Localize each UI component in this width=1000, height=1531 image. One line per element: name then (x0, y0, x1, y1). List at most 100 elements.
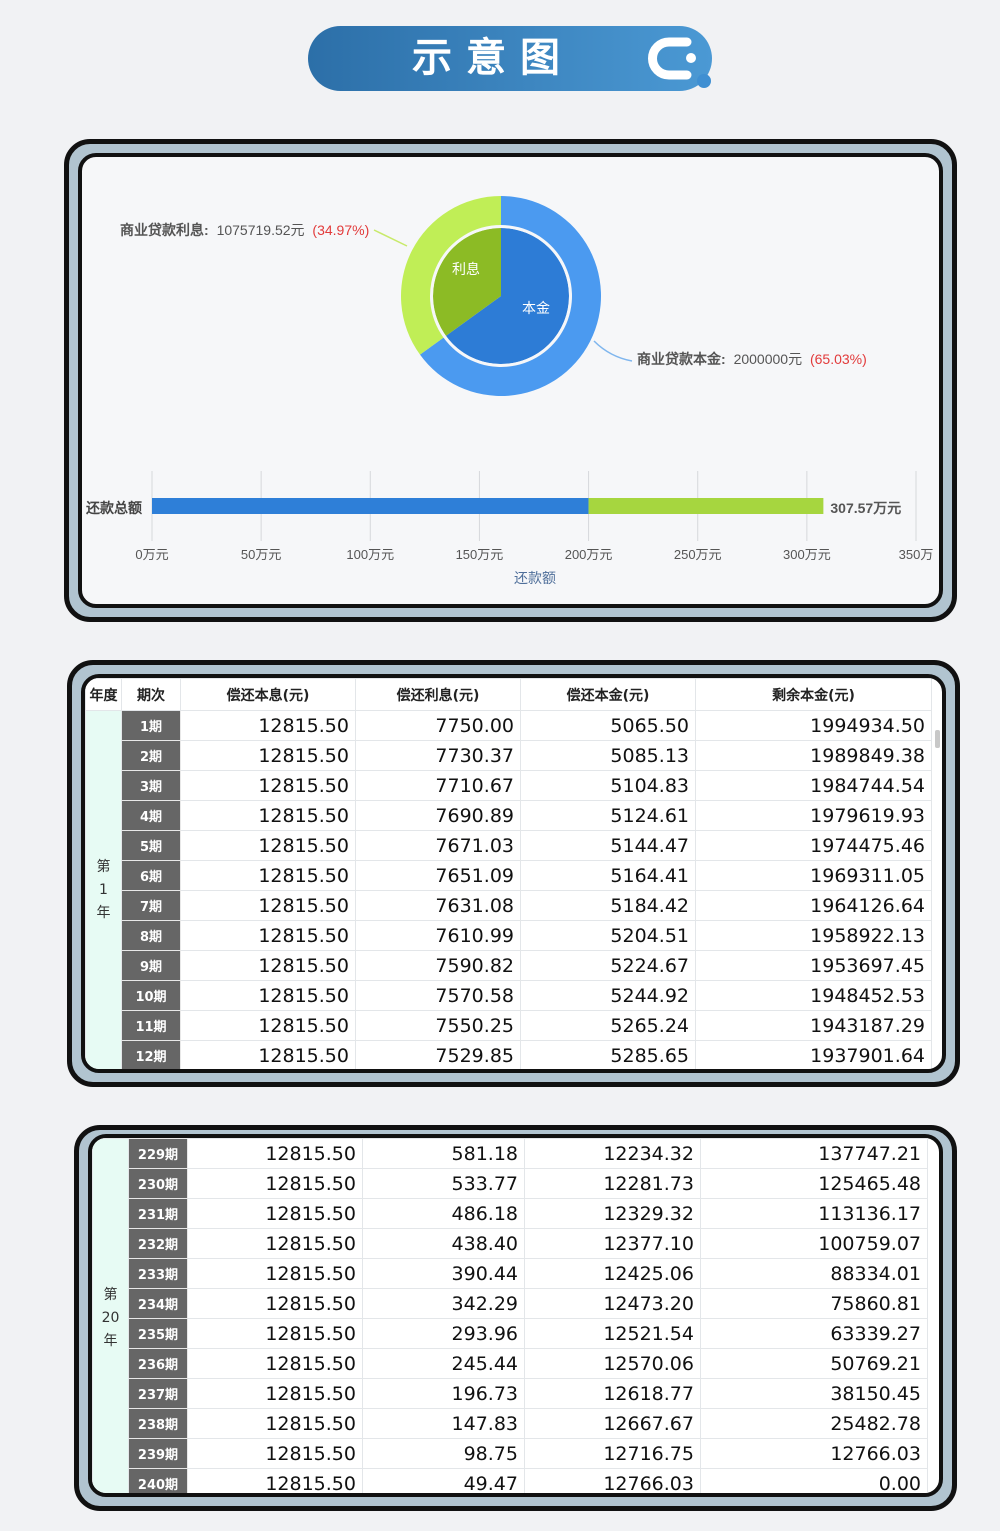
table-row[interactable]: 11期 12815.50 7550.25 5265.24 1943187.29 (86, 1010, 932, 1041)
remaining-cell: 1964126.64 (695, 890, 932, 921)
table-row[interactable]: 4期 12815.50 7690.89 5124.61 1979619.93 (86, 800, 932, 831)
principal-cell: 5065.50 (520, 710, 696, 741)
column-header[interactable]: 偿还利息(元) (355, 678, 521, 711)
interest-cell: 245.44 (362, 1348, 525, 1379)
payment-cell: 12815.50 (180, 980, 356, 1011)
callout-line-interest (373, 229, 408, 247)
payment-cell: 12815.50 (187, 1348, 363, 1379)
bar-chart (152, 498, 824, 514)
principal-cell: 5184.42 (520, 890, 696, 921)
payment-cell: 12815.50 (187, 1378, 363, 1409)
table1-screen: 年度 期次 偿还本息(元) 偿还利息(元) 偿还本金(元) 剩余本金(元) 第 1 年 1期 12… (81, 674, 946, 1073)
interest-cell: 7690.89 (355, 800, 521, 831)
table-row[interactable]: 238期 12815.50 147.83 12667.67 25482.78 (93, 1408, 928, 1439)
table-row[interactable]: 234期 12815.50 342.29 12473.20 75860.81 (93, 1288, 928, 1319)
chart-screen: 利息 本金 商业贷款利息: 1075719.52元 (34.97%) 商业贷款本… (78, 153, 943, 608)
table-row[interactable]: 9期 12815.50 7590.82 5224.67 1953697.45 (86, 950, 932, 981)
loan-chart: 利息 本金 商业贷款利息: 1075719.52元 (34.97%) 商业贷款本… (85, 196, 933, 586)
bar-total-label: 307.57万元 (830, 500, 901, 516)
remaining-cell: 75860.81 (700, 1288, 928, 1319)
interest-cell: 390.44 (362, 1258, 525, 1289)
remaining-cell: 1974475.46 (695, 830, 932, 861)
period-cell: 235期 (128, 1318, 188, 1349)
remaining-cell: 38150.45 (700, 1378, 928, 1409)
table-row[interactable]: 235期 12815.50 293.96 12521.54 63339.27 (93, 1318, 928, 1349)
column-header[interactable]: 偿还本息(元) (180, 678, 356, 711)
remaining-cell: 1937901.64 (695, 1040, 932, 1069)
table-row[interactable]: 5期 12815.50 7671.03 5144.47 1974475.46 (86, 830, 932, 861)
principal-cell: 5104.83 (520, 770, 696, 801)
column-header[interactable]: 剩余本金(元) (695, 678, 932, 711)
table-row[interactable]: 232期 12815.50 438.40 12377.10 100759.07 (93, 1228, 928, 1259)
table-row[interactable]: 233期 12815.50 390.44 12425.06 88334.01 (93, 1258, 928, 1289)
table-row[interactable]: 237期 12815.50 196.73 12618.77 38150.45 (93, 1378, 928, 1409)
interest-cell: 7590.82 (355, 950, 521, 981)
donut-ring-principal[interactable] (420, 196, 601, 396)
donut-ring-interest[interactable] (401, 196, 501, 355)
pie-slice-interest[interactable] (433, 228, 501, 336)
remaining-cell: 1969311.05 (695, 860, 932, 891)
remaining-cell: 1958922.13 (695, 920, 932, 951)
principal-cell: 12425.06 (524, 1258, 701, 1289)
column-header[interactable]: 年度 (85, 678, 122, 711)
table-row[interactable]: 8期 12815.50 7610.99 5204.51 1958922.13 (86, 920, 932, 951)
column-header[interactable]: 期次 (121, 678, 181, 711)
x-tick-label: 50万元 (241, 547, 281, 562)
remaining-cell: 88334.01 (700, 1258, 928, 1289)
table-row[interactable]: 3期 12815.50 7710.67 5104.83 1984744.54 (86, 770, 932, 801)
period-cell: 234期 (128, 1288, 188, 1319)
payment-cell: 12815.50 (187, 1258, 363, 1289)
interest-cell: 7570.58 (355, 980, 521, 1011)
bar-category-label: 还款总额 (85, 500, 142, 516)
pie-inner-label-principal: 本金 (522, 300, 550, 316)
table-header-row: 年度 期次 偿还本息(元) 偿还利息(元) 偿还本金(元) 剩余本金(元) (85, 678, 932, 711)
period-cell: 7期 (121, 890, 181, 921)
table1-device-frame: 年度 期次 偿还本息(元) 偿还利息(元) 偿还本金(元) 剩余本金(元) 第 1 年 1期 12… (67, 660, 960, 1087)
table-row[interactable]: 231期 12815.50 486.18 12329.32 113136.17 (93, 1198, 928, 1229)
table-row[interactable]: 239期 12815.50 98.75 12716.75 12766.03 (93, 1438, 928, 1469)
table-row[interactable]: 7期 12815.50 7631.08 5184.42 1964126.64 (86, 890, 932, 921)
year-label-num: 1 (99, 882, 108, 898)
remaining-cell: 100759.07 (700, 1228, 928, 1259)
page-title: 示意图 (412, 35, 574, 81)
period-cell: 238期 (128, 1408, 188, 1439)
table-scrollbar[interactable] (935, 730, 940, 748)
payment-cell: 12815.50 (180, 830, 356, 861)
bar-segment-principal[interactable] (152, 498, 589, 514)
interest-cell: 7671.03 (355, 830, 521, 861)
remaining-cell: 0.00 (700, 1468, 928, 1493)
table-row[interactable]: 230期 12815.50 533.77 12281.73 125465.48 (93, 1168, 928, 1199)
table-row[interactable]: 240期 12815.50 49.47 12766.03 0.00 (93, 1468, 928, 1493)
remaining-cell: 113136.17 (700, 1198, 928, 1229)
table-row[interactable]: 6期 12815.50 7651.09 5164.41 1969311.05 (86, 860, 932, 891)
table-row[interactable]: 236期 12815.50 245.44 12570.06 50769.21 (93, 1348, 928, 1379)
column-header[interactable]: 偿还本金(元) (520, 678, 696, 711)
callout-principal-name: 商业贷款本金: (637, 351, 726, 367)
year-label-pre: 第 (103, 1287, 118, 1303)
x-tick-label: 100万元 (346, 547, 394, 562)
principal-cell: 12766.03 (524, 1468, 701, 1493)
interest-cell: 486.18 (362, 1198, 525, 1229)
table-row[interactable]: 10期 12815.50 7570.58 5244.92 1948452.53 (86, 980, 932, 1011)
year-label-num: 20 (101, 1310, 120, 1326)
interest-cell: 7610.99 (355, 920, 521, 951)
bar-x-axis-title: 还款额 (514, 570, 556, 586)
x-tick-label: 300万元 (783, 547, 831, 562)
principal-cell: 12667.67 (524, 1408, 701, 1439)
payment-cell: 12815.50 (187, 1408, 363, 1439)
payment-cell: 12815.50 (187, 1138, 363, 1169)
period-cell: 229期 (128, 1138, 188, 1169)
remaining-cell: 1994934.50 (695, 710, 932, 741)
x-tick-label: 150万元 (456, 547, 504, 562)
table-row[interactable]: 12期 12815.50 7529.85 5285.65 1937901.64 (86, 1040, 932, 1069)
principal-cell: 5144.47 (520, 830, 696, 861)
interest-cell: 293.96 (362, 1318, 525, 1349)
pie-slice-principal[interactable] (445, 228, 569, 364)
payment-cell: 12815.50 (180, 890, 356, 921)
table-row[interactable]: 第 20 年 229期 12815.50 581.18 12234.32 137747.21 (92, 1138, 928, 1493)
bar-segment-interest[interactable] (588, 498, 824, 514)
payment-cell: 12815.50 (180, 800, 356, 831)
table-row[interactable]: 2期 12815.50 7730.37 5085.13 1989849.38 (86, 740, 932, 771)
interest-cell: 49.47 (362, 1468, 525, 1493)
table-row[interactable]: 第 1 年 1期 12815.50 7750.00 5065.50 1994934.50 (85, 710, 932, 1069)
